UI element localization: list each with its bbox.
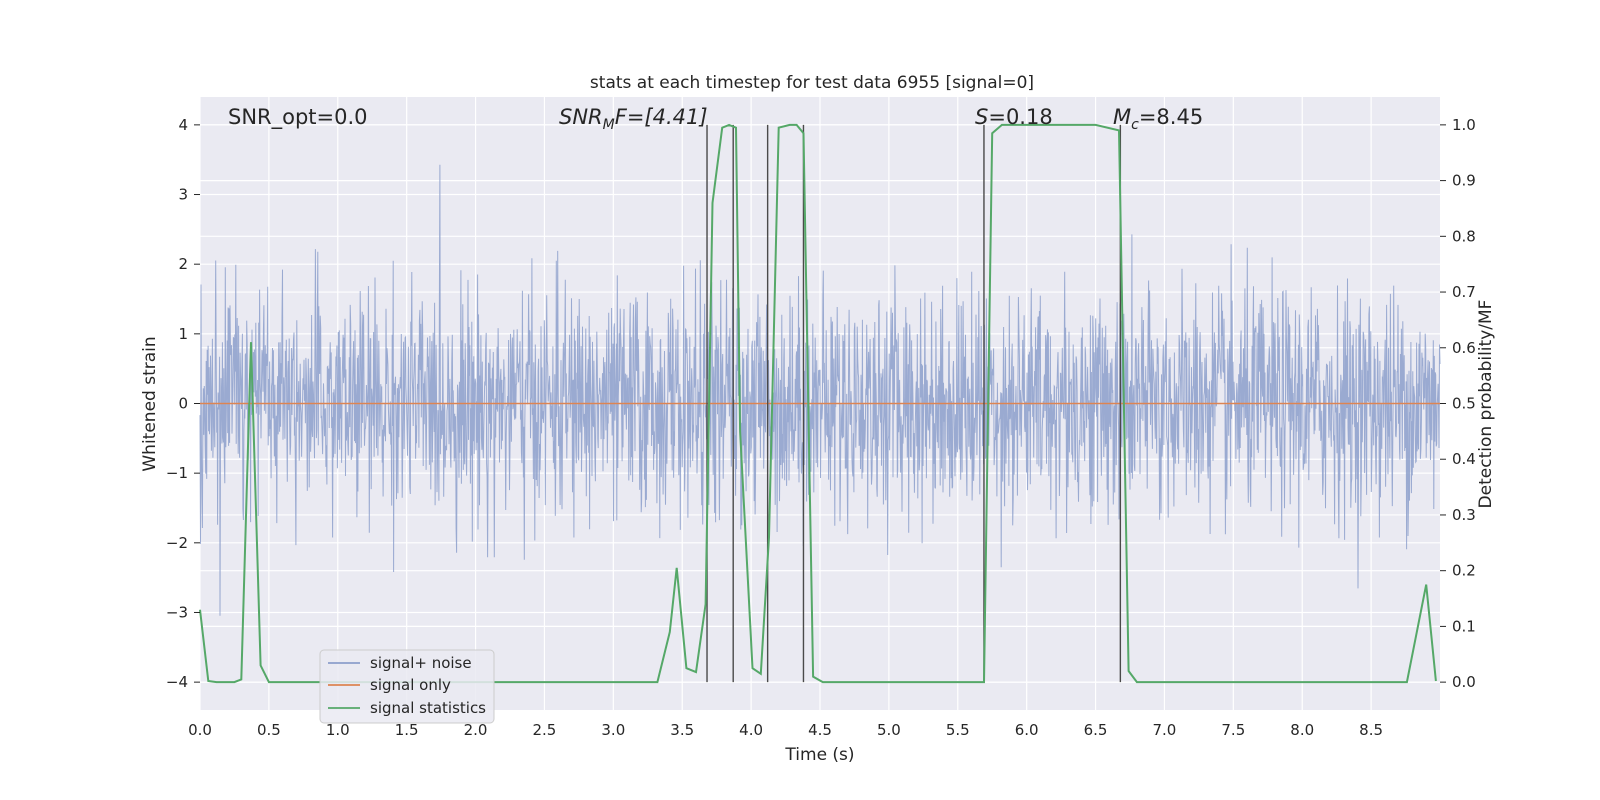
y-axis-ticks-right: 0.0 0.1 0.2 0.3 0.4 0.5 0.6 0.7 0.8 0.9 1.0 — [1440, 116, 1476, 691]
y-right-tick-label-0: 0.0 — [1452, 673, 1476, 691]
x-tick-label-3: 1.5 — [395, 721, 419, 739]
annotation-mc: Mc=8.45 — [1113, 105, 1203, 133]
x-tick-label-16: 8.0 — [1290, 721, 1314, 739]
x-axis-ticks: 0.0 0.5 1.0 1.5 2.0 2.5 3.0 3.5 4.0 4.5 5.0 5.5 6.0 6… — [188, 721, 1383, 739]
legend: signal+ noise signal only signal statist… — [319, 649, 495, 724]
noise-trace — [199, 164, 1441, 616]
x-tick-label-2: 1.0 — [326, 721, 350, 739]
annotation-s-main: S — [975, 105, 988, 129]
annotation-snr-mf-main: SNR — [559, 105, 603, 129]
annotation-mc-sub: c — [1131, 117, 1139, 133]
y-right-tick-label-2: 0.2 — [1452, 562, 1476, 580]
y-tick-label-2: −2 — [166, 534, 188, 552]
chart-title: stats at each timestep for test data 695… — [590, 73, 1034, 93]
y-right-tick-label-3: 0.3 — [1452, 506, 1476, 524]
y-tick-label-7: 3 — [178, 186, 188, 204]
y-right-tick-label-9: 0.9 — [1452, 172, 1476, 190]
annotation-mc-rest: =8.45 — [1139, 105, 1203, 129]
y-right-tick-label-6: 0.6 — [1452, 339, 1476, 357]
signal-statistics-series — [199, 123, 1437, 684]
y-right-tick-label-5: 0.5 — [1452, 395, 1476, 413]
y-tick-label-6: 2 — [178, 255, 188, 273]
y-tick-label-5: 1 — [178, 325, 188, 343]
y-right-tick-label-7: 0.7 — [1452, 283, 1476, 301]
y-tick-label-1: −3 — [166, 603, 188, 621]
annotation-snr-opt: SNR_opt=0.0 — [228, 105, 368, 130]
y-right-tick-label-4: 0.4 — [1452, 450, 1476, 468]
x-tick-label-7: 3.5 — [670, 721, 694, 739]
annotation-snr-mf-sub: M — [603, 117, 615, 133]
x-tick-label-9: 4.5 — [808, 721, 832, 739]
x-tick-label-8: 4.0 — [739, 721, 763, 739]
annotation-snr-mf: SNRMF=[4.41] — [559, 105, 708, 133]
legend-label-statistics: signal statistics — [370, 699, 486, 717]
x-tick-label-0: 0.0 — [188, 721, 212, 739]
y-tick-label-3: −1 — [166, 464, 188, 482]
legend-label-noise: signal+ noise — [370, 654, 472, 672]
x-tick-label-13: 6.5 — [1084, 721, 1108, 739]
x-tick-label-11: 5.5 — [946, 721, 970, 739]
y-axis-label-left: Whitened strain — [140, 336, 160, 471]
x-tick-label-17: 8.5 — [1359, 721, 1383, 739]
x-tick-label-6: 3.0 — [601, 721, 625, 739]
x-axis-label: Time (s) — [784, 745, 854, 765]
annotation-snr-mf-rest: F=[4.41] — [615, 105, 708, 129]
y-tick-label-4: 0 — [178, 395, 188, 413]
x-tick-label-14: 7.0 — [1153, 721, 1177, 739]
x-tick-label-4: 2.0 — [464, 721, 488, 739]
y-tick-label-8: 4 — [178, 116, 188, 134]
annotation-s-rest: =0.18 — [988, 105, 1052, 129]
x-tick-label-15: 7.5 — [1221, 721, 1245, 739]
legend-label-signal-only: signal only — [370, 676, 451, 694]
y-right-tick-label-8: 0.8 — [1452, 227, 1476, 245]
annotation-s: S=0.18 — [975, 105, 1053, 129]
y-right-tick-label-1: 0.1 — [1452, 617, 1476, 635]
y-tick-label-0: −4 — [166, 673, 188, 691]
y-right-tick-label-10: 1.0 — [1452, 116, 1476, 134]
x-tick-label-10: 5.0 — [877, 721, 901, 739]
y-axis-ticks-left: −4 −3 −2 −1 0 1 2 3 4 — [166, 116, 200, 691]
x-tick-label-5: 2.5 — [533, 721, 557, 739]
x-tick-label-12: 6.0 — [1015, 721, 1039, 739]
signal-noise-series — [199, 164, 1441, 616]
legend-box — [319, 649, 495, 724]
x-tick-label-1: 0.5 — [257, 721, 281, 739]
detection-markers — [706, 124, 1122, 683]
y-axis-label-right: Detection probability/MF — [1476, 300, 1496, 509]
annotation-mc-main: M — [1113, 105, 1131, 129]
